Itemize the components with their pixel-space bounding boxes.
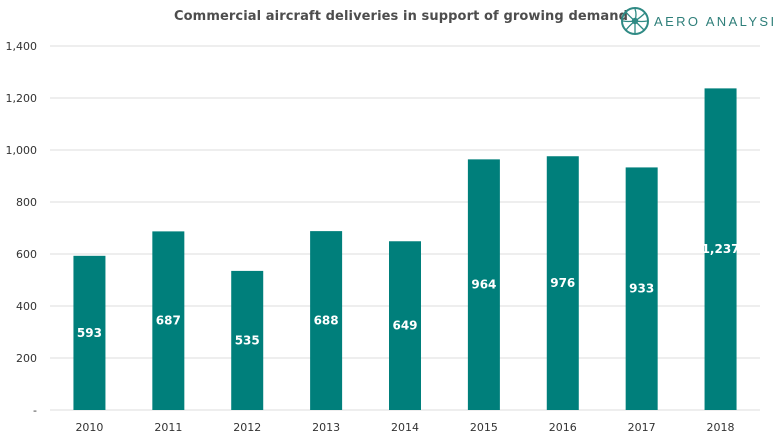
bar	[152, 231, 185, 410]
x-tick-label: 2017	[628, 421, 656, 434]
x-tick-label: 2011	[154, 421, 182, 434]
x-tick-label: 2015	[470, 421, 498, 434]
y-tick-label: 1,400	[6, 40, 38, 53]
x-tick-label: 2014	[391, 421, 419, 434]
bar-data-label: 649	[392, 319, 417, 333]
bar-data-label: 933	[629, 282, 654, 296]
bar-data-label: 688	[314, 314, 339, 328]
y-tick-label: 600	[16, 248, 37, 261]
brand-name: AERO ANALYSIS	[654, 13, 777, 29]
bar-data-label: 964	[471, 278, 496, 292]
bar	[625, 167, 658, 410]
chart-title: Commercial aircraft deliveries in suppor…	[174, 9, 629, 24]
bar-data-label: 1,237	[702, 242, 740, 256]
y-tick-label: 200	[16, 352, 37, 365]
x-tick-label: 2010	[75, 421, 103, 434]
y-tick-label: 800	[16, 196, 37, 209]
y-tick-label: -	[33, 404, 37, 417]
bar	[546, 156, 579, 410]
bar-data-label: 593	[77, 326, 102, 340]
y-tick-label: 400	[16, 300, 37, 313]
bar-data-label: 535	[235, 333, 260, 347]
bar	[73, 255, 106, 410]
brand-logo: AERO ANALYSIS	[620, 4, 777, 38]
bars: 593 687 535 688 649 964 976 933 1,237	[73, 88, 740, 410]
x-tick-label: 2012	[233, 421, 261, 434]
y-tick-label: 1,200	[6, 92, 38, 105]
bar	[389, 241, 421, 410]
x-tick-label: 2018	[707, 421, 735, 434]
bar	[467, 159, 500, 410]
bar	[231, 270, 264, 410]
y-tick-label: 1,000	[6, 144, 38, 157]
bar-data-label: 976	[550, 276, 575, 290]
bar	[704, 88, 737, 410]
turbine-icon	[621, 7, 649, 35]
x-tick-label: 2016	[549, 421, 577, 434]
bar-data-label: 687	[156, 314, 181, 328]
y-axis: - 200 400 600 800 1,000 1,200 1,400	[6, 40, 38, 417]
x-axis: 2010 2011 2012 2013 2014 2015 2016 2017 2018	[75, 421, 734, 434]
bar	[310, 231, 343, 410]
x-tick-label: 2013	[312, 421, 340, 434]
